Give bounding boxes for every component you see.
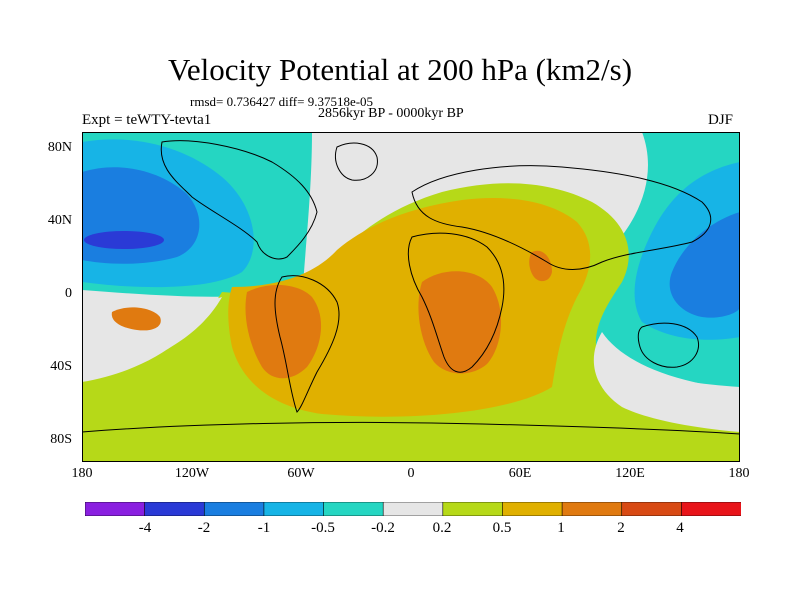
lon-label-180w: 180 — [71, 466, 93, 481]
colorbar-label-1: 1 — [557, 520, 565, 536]
lon-label-60e: 60E — [508, 466, 532, 481]
colorbar-label-neg02: -0.2 — [371, 520, 395, 536]
colorbar-swatch — [621, 502, 683, 516]
field-orange-india — [529, 250, 552, 282]
colorbar-swatch — [203, 502, 265, 516]
season-label: DJF — [708, 112, 734, 128]
colorbar-label-02: 0.2 — [432, 520, 452, 536]
colorbar-swatch — [144, 502, 206, 516]
colorbar-label-neg2: -2 — [197, 520, 211, 536]
colorbar-swatch — [263, 502, 325, 516]
lat-label-40s: 40S — [50, 359, 72, 374]
lon-label-180e: 180 — [728, 466, 750, 481]
map-title: Velocity Potential at 200 hPa (km2/s) — [167, 52, 633, 87]
lon-label-0: 0 — [407, 466, 415, 481]
field-blue-east — [669, 212, 740, 318]
lat-label-40n: 40N — [47, 213, 72, 228]
velocity-potential-map — [82, 132, 740, 462]
colorbar-swatch — [323, 502, 384, 516]
field-orange-africa — [418, 271, 502, 374]
colorbar-label-4: 4 — [676, 520, 684, 536]
map-frame — [82, 132, 740, 462]
coastline-africa — [407, 232, 505, 373]
colorbar-swatch — [502, 502, 563, 516]
stats-label: rmsd= 0.736427 diff= 9.37518e-05 — [190, 94, 374, 109]
coastlines — [82, 140, 740, 435]
coastline-north-america — [160, 140, 318, 260]
field-neutral-arctic — [303, 132, 642, 288]
lat-label-80s: 80S — [50, 432, 72, 447]
field-orange-south-america — [245, 285, 322, 379]
lon-label-120w: 120W — [174, 466, 210, 481]
coastline-greenland — [335, 142, 378, 181]
colorbar-label-2: 2 — [617, 520, 625, 536]
colorbar-label-neg1: -1 — [257, 520, 271, 536]
colorbar-swatch — [561, 502, 623, 516]
colorbar — [85, 502, 741, 516]
coastline-antarctica — [82, 421, 740, 435]
colorbar-swatch — [442, 502, 504, 516]
experiment-label: Expt = teWTY-tevta1 — [82, 112, 212, 128]
colorbar-label-05: 0.5 — [492, 520, 512, 536]
colorbar-label-neg05: -0.5 — [311, 520, 335, 536]
lon-label-60w: 60W — [287, 466, 315, 481]
lon-label-120e: 120E — [615, 466, 645, 481]
field-neutral-southeast — [593, 332, 740, 432]
coastline-australia — [637, 322, 699, 368]
field-gold — [228, 198, 591, 417]
field-orange-pacific — [111, 307, 161, 331]
colorbar-swatch — [681, 502, 741, 516]
lat-label-80n: 80N — [47, 140, 72, 155]
colorbar-label-neg4: -4 — [138, 520, 152, 536]
lat-label-eq: 0 — [65, 286, 72, 301]
period-subtitle: 2856kyr BP - 0000kyr BP — [318, 106, 464, 121]
coastline-south-america — [274, 275, 340, 413]
colorbar-swatch — [85, 502, 146, 516]
colorbar-swatch — [382, 502, 444, 516]
field-darkblue-west — [84, 231, 164, 249]
coastline-eurasia — [411, 165, 712, 270]
